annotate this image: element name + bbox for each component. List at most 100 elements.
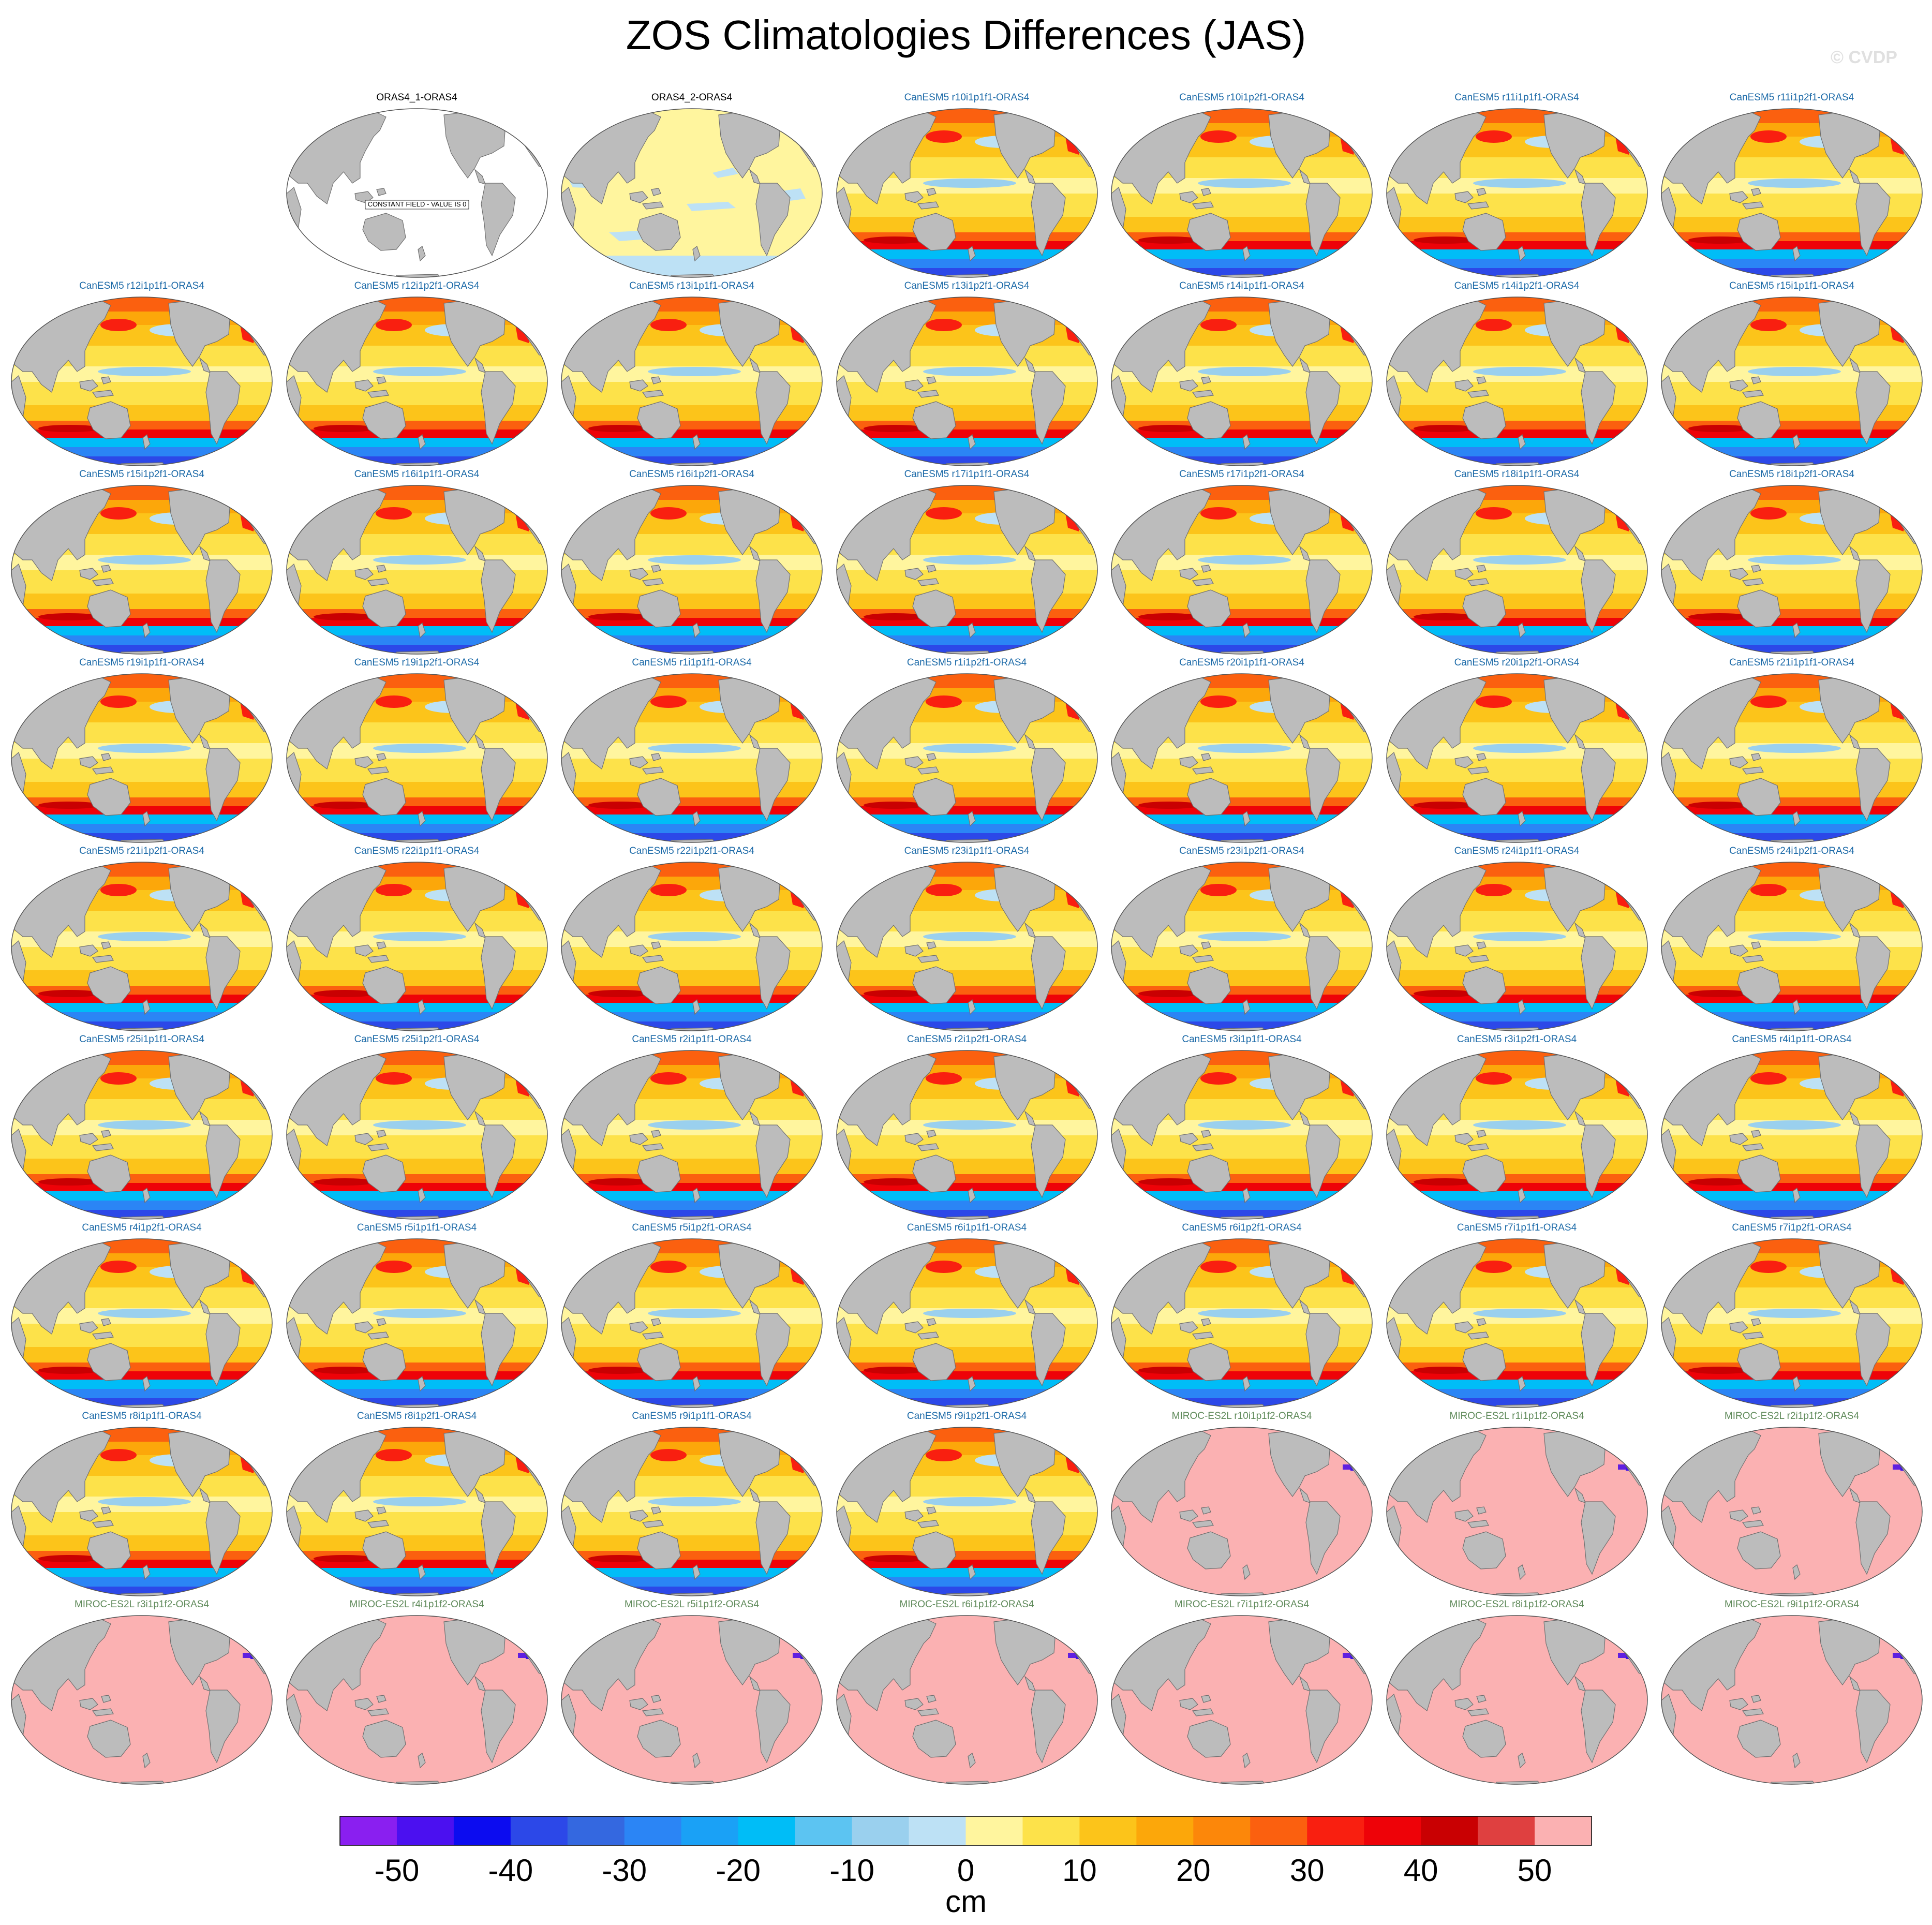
map-panel: CanESM5 r7i1p2f1-ORAS4 [1657,1222,1926,1411]
colorbar-swatch [1022,1816,1080,1845]
panel-title: MIROC-ES2L r9i1p1f2-ORAS4 [1724,1599,1860,1610]
panel-title: CanESM5 r9i1p2f1-ORAS4 [906,1411,1027,1421]
map-panel: CanESM5 r23i1p2f1-ORAS4 [1107,846,1376,1034]
map-panel: CanESM5 r22i1p2f1-ORAS4 [557,846,826,1034]
colorbar-swatch [1250,1816,1307,1845]
world-map [1111,1615,1373,1785]
panel-title: ORAS4_1-ORAS4 [376,92,457,103]
panel-title: CanESM5 r14i1p2f1-ORAS4 [1454,280,1580,291]
colorbar-tick-label: -40 [488,1853,533,1888]
panel-title: CanESM5 r11i1p2f1-ORAS4 [1729,92,1854,103]
world-map [286,1050,548,1220]
colorbar [339,1816,1592,1846]
world-map [286,1427,548,1596]
map-panel: CanESM5 r18i1p2f1-ORAS4 [1657,469,1926,657]
world-map [11,297,273,466]
panel-title: CanESM5 r25i1p2f1-ORAS4 [354,1034,480,1045]
world-map [1386,673,1648,843]
map-panel: CanESM5 r20i1p2f1-ORAS4 [1383,657,1652,846]
world-map [1386,297,1648,466]
colorbar-tick-label: -10 [829,1853,874,1888]
panel-title: CanESM5 r8i1p1f1-ORAS4 [82,1411,202,1421]
colorbar-swatch [795,1816,853,1845]
world-map [1111,1427,1373,1596]
map-panel: CanESM5 r8i1p1f1-ORAS4 [7,1411,276,1599]
world-map [286,485,548,655]
world-map [11,1050,273,1220]
panel-title: CanESM5 r1i1p2f1-ORAS4 [906,657,1027,668]
world-map [836,1050,1098,1220]
world-map [836,485,1098,655]
panel-title: CanESM5 r10i1p1f1-ORAS4 [904,92,1030,103]
world-map [561,673,823,843]
map-panel: ORAS4_2-ORAS4 [557,92,826,280]
map-panel: CanESM5 r11i1p2f1-ORAS4 [1657,92,1926,280]
map-panel: CanESM5 r6i1p1f1-ORAS4 [833,1222,1102,1411]
map-panel: CanESM5 r4i1p2f1-ORAS4 [7,1222,276,1411]
colorbar-tick-label: 10 [1062,1853,1097,1888]
panel-title: MIROC-ES2L r3i1p1f2-ORAS4 [74,1599,210,1610]
world-map [286,673,548,843]
world-map [1661,108,1923,278]
map-panel: CanESM5 r22i1p1f1-ORAS4 [283,846,552,1034]
world-map [561,485,823,655]
panel-title: CanESM5 r7i1p1f1-ORAS4 [1457,1222,1577,1233]
panel-title: CanESM5 r22i1p2f1-ORAS4 [629,846,754,856]
map-panel: CanESM5 r4i1p1f1-ORAS4 [1657,1034,1926,1222]
map-panel: CanESM5 r21i1p2f1-ORAS4 [7,846,276,1034]
panel-title: CanESM5 r17i1p1f1-ORAS4 [904,469,1030,480]
panel-title: MIROC-ES2L r7i1p1f2-ORAS4 [1174,1599,1310,1610]
world-map [1111,485,1373,655]
map-panel: CanESM5 r3i1p1f1-ORAS4 [1107,1034,1376,1222]
colorbar-swatch [396,1816,454,1845]
world-map [286,1238,548,1408]
map-panel: CanESM5 r11i1p1f1-ORAS4 [1383,92,1652,280]
world-map [1386,108,1648,278]
map-panel: CanESM5 r23i1p1f1-ORAS4 [833,846,1102,1034]
map-panel: CanESM5 r20i1p1f1-ORAS4 [1107,657,1376,846]
map-panel: MIROC-ES2L r3i1p1f2-ORAS4 [7,1599,276,1787]
world-map [11,485,273,655]
map-panel: CanESM5 r10i1p1f1-ORAS4 [833,92,1102,280]
map-panel: CanESM5 r9i1p1f1-ORAS4 [557,1411,826,1599]
world-map [836,862,1098,1031]
colorbar-tick-label: 50 [1517,1853,1552,1888]
colorbar-swatch [1136,1816,1194,1845]
map-panel: CanESM5 r16i1p1f1-ORAS4 [283,469,552,657]
panel-title: CanESM5 r17i1p2f1-ORAS4 [1179,469,1304,480]
world-map: CONSTANT FIELD - VALUE IS 0 [286,108,548,278]
map-panel: CanESM5 r13i1p1f1-ORAS4 [557,280,826,469]
map-panel: MIROC-ES2L r8i1p1f2-ORAS4 [1383,1599,1652,1787]
map-panel: CanESM5 r8i1p2f1-ORAS4 [283,1411,552,1599]
world-map [1661,485,1923,655]
panel-title: CanESM5 r2i1p2f1-ORAS4 [906,1034,1027,1045]
world-map [561,862,823,1031]
panel-title: CanESM5 r11i1p1f1-ORAS4 [1454,92,1579,103]
colorbar-tick-label: 30 [1289,1853,1325,1888]
map-panel: CanESM5 r19i1p1f1-ORAS4 [7,657,276,846]
map-panel: CanESM5 r25i1p1f1-ORAS4 [7,1034,276,1222]
map-panel: CanESM5 r13i1p2f1-ORAS4 [833,280,1102,469]
panel-title: ORAS4_2-ORAS4 [651,92,733,103]
world-map [1386,1050,1648,1220]
panel-title: MIROC-ES2L r8i1p1f2-ORAS4 [1449,1599,1584,1610]
colorbar-swatch [1193,1816,1251,1845]
world-map [1386,1427,1648,1596]
panel-title: CanESM5 r10i1p2f1-ORAS4 [1179,92,1304,103]
panel-title: CanESM5 r19i1p1f1-ORAS4 [79,657,204,668]
world-map [11,1427,273,1596]
panel-title: CanESM5 r23i1p2f1-ORAS4 [1179,846,1304,856]
world-map [836,297,1098,466]
panel-title: CanESM5 r9i1p1f1-ORAS4 [632,1411,752,1421]
colorbar-tick-label: -30 [602,1853,647,1888]
world-map [11,1615,273,1785]
colorbar-swatch [738,1816,796,1845]
world-map [1111,1238,1373,1408]
map-panel: MIROC-ES2L r5i1p1f2-ORAS4 [557,1599,826,1787]
map-panel: CanESM5 r9i1p2f1-ORAS4 [833,1411,1102,1599]
world-map [11,673,273,843]
map-panel: CanESM5 r10i1p2f1-ORAS4 [1107,92,1376,280]
panel-title: CanESM5 r22i1p1f1-ORAS4 [354,846,480,856]
panel-title: CanESM5 r25i1p1f1-ORAS4 [79,1034,204,1045]
panel-title: CanESM5 r4i1p1f1-ORAS4 [1732,1034,1852,1045]
